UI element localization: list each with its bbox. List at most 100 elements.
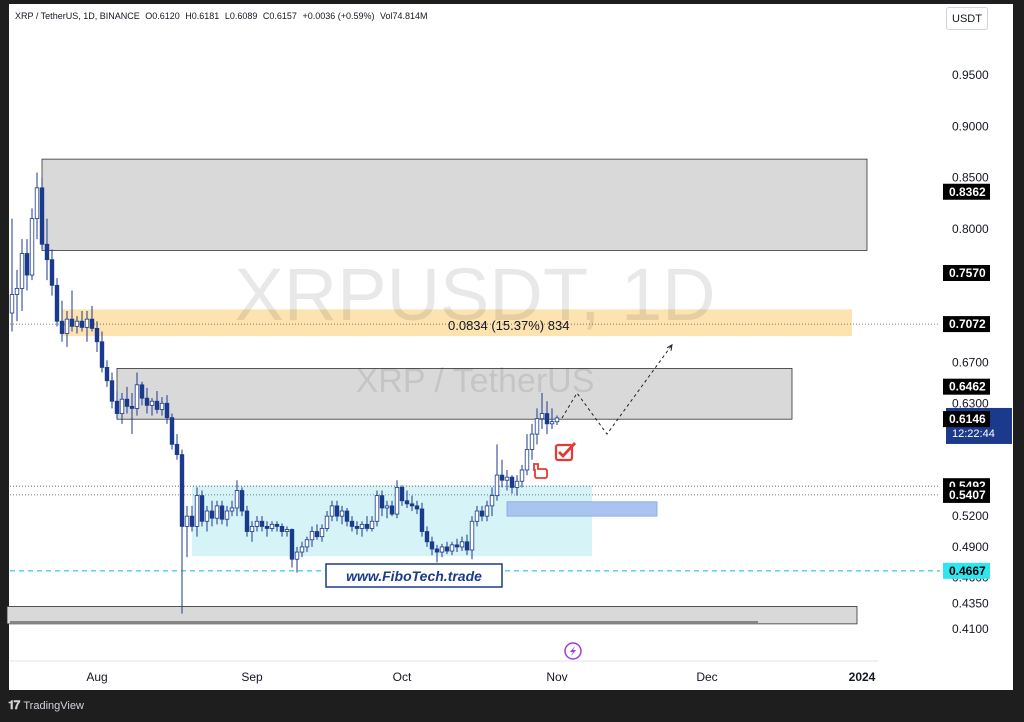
price-badge[interactable]: 0.8362 <box>943 183 990 200</box>
candle[interactable] <box>514 475 520 496</box>
candle[interactable] <box>469 516 475 560</box>
candle[interactable] <box>254 516 260 532</box>
candle[interactable] <box>414 500 420 515</box>
candle[interactable] <box>364 516 370 532</box>
candle[interactable] <box>134 372 140 416</box>
candle[interactable] <box>544 401 550 435</box>
candle[interactable] <box>554 415 560 425</box>
candle[interactable] <box>259 516 265 532</box>
candle[interactable] <box>344 507 350 527</box>
candle[interactable] <box>294 546 300 573</box>
candle[interactable] <box>104 360 110 387</box>
candle[interactable] <box>89 305 95 332</box>
zone-gray-0[interactable] <box>41 158 868 251</box>
candle[interactable] <box>19 239 25 311</box>
candle[interactable] <box>489 487 495 517</box>
candle[interactable] <box>9 218 15 332</box>
candle[interactable] <box>99 331 105 373</box>
candle[interactable] <box>409 495 415 512</box>
candle[interactable] <box>519 464 525 488</box>
candle[interactable] <box>204 505 210 532</box>
candle[interactable] <box>34 172 40 240</box>
candle[interactable] <box>109 372 115 409</box>
candle[interactable] <box>79 310 85 332</box>
zone-orange-1[interactable] <box>62 309 852 337</box>
candle[interactable] <box>169 413 175 450</box>
candle[interactable] <box>324 511 330 532</box>
candle[interactable] <box>234 480 240 517</box>
candle[interactable] <box>74 316 80 334</box>
candle[interactable] <box>224 505 230 527</box>
candle[interactable] <box>319 524 325 542</box>
candle[interactable] <box>119 393 125 424</box>
candle[interactable] <box>384 500 390 519</box>
candle[interactable] <box>219 500 225 525</box>
candle[interactable] <box>94 321 100 352</box>
candle[interactable] <box>14 269 20 322</box>
candle[interactable] <box>199 490 205 527</box>
candle[interactable] <box>429 536 435 556</box>
candle[interactable] <box>124 386 130 414</box>
candle[interactable] <box>494 444 500 501</box>
candle[interactable] <box>359 521 365 537</box>
candle[interactable] <box>274 521 280 532</box>
projection-path[interactable] <box>561 344 673 435</box>
candle[interactable] <box>44 218 50 281</box>
candle[interactable] <box>534 408 540 445</box>
candle[interactable] <box>174 434 180 460</box>
candle[interactable] <box>114 390 120 419</box>
candle[interactable] <box>504 469 510 491</box>
candle[interactable] <box>249 521 255 542</box>
candle[interactable] <box>309 526 315 547</box>
candle[interactable] <box>369 516 375 532</box>
zone-blue-4[interactable] <box>506 501 658 517</box>
candle[interactable] <box>549 408 555 429</box>
candle[interactable] <box>159 397 165 416</box>
candle[interactable] <box>374 490 380 527</box>
candle[interactable] <box>209 500 215 527</box>
candle[interactable] <box>509 475 515 494</box>
candle[interactable] <box>479 505 485 522</box>
candle[interactable] <box>444 541 450 555</box>
candle[interactable] <box>289 528 295 568</box>
candle[interactable] <box>434 544 440 563</box>
price-badge[interactable]: 0.4667 <box>943 562 990 579</box>
candle[interactable] <box>424 526 430 547</box>
zone-gray-2[interactable] <box>116 368 793 420</box>
candle[interactable] <box>354 521 360 535</box>
candle[interactable] <box>329 500 335 522</box>
candle[interactable] <box>149 398 155 416</box>
candle[interactable] <box>189 505 195 532</box>
candle[interactable] <box>389 500 395 517</box>
candle[interactable] <box>84 310 90 342</box>
candle[interactable] <box>129 393 135 435</box>
candle[interactable] <box>349 516 355 532</box>
symbol-title[interactable]: XRP / TetherUS, 1D, BINANCE <box>15 11 140 21</box>
price-badge[interactable]: 0.6146 <box>943 411 990 428</box>
zone-gray-5[interactable] <box>6 606 858 625</box>
candle[interactable] <box>404 490 410 508</box>
candle[interactable] <box>139 381 145 406</box>
candle[interactable] <box>244 505 250 537</box>
zone-cyan-3[interactable] <box>192 485 592 557</box>
candle[interactable] <box>399 485 405 506</box>
candle[interactable] <box>334 500 340 522</box>
candle[interactable] <box>214 500 220 525</box>
candle[interactable] <box>339 505 345 525</box>
price-badge[interactable]: 0.5407 <box>943 486 990 503</box>
candle[interactable] <box>64 310 70 347</box>
candle[interactable] <box>269 521 275 532</box>
candle[interactable] <box>194 487 200 537</box>
price-badge[interactable]: 0.7570 <box>943 265 990 282</box>
candle[interactable] <box>239 487 245 517</box>
candle[interactable] <box>539 393 545 429</box>
candle[interactable] <box>54 278 60 327</box>
candle[interactable] <box>164 395 170 424</box>
candle[interactable] <box>229 500 235 517</box>
candle[interactable] <box>314 524 320 540</box>
candle[interactable] <box>264 521 270 537</box>
candle[interactable] <box>484 500 490 522</box>
candle[interactable] <box>39 177 45 250</box>
candle[interactable] <box>419 502 425 537</box>
